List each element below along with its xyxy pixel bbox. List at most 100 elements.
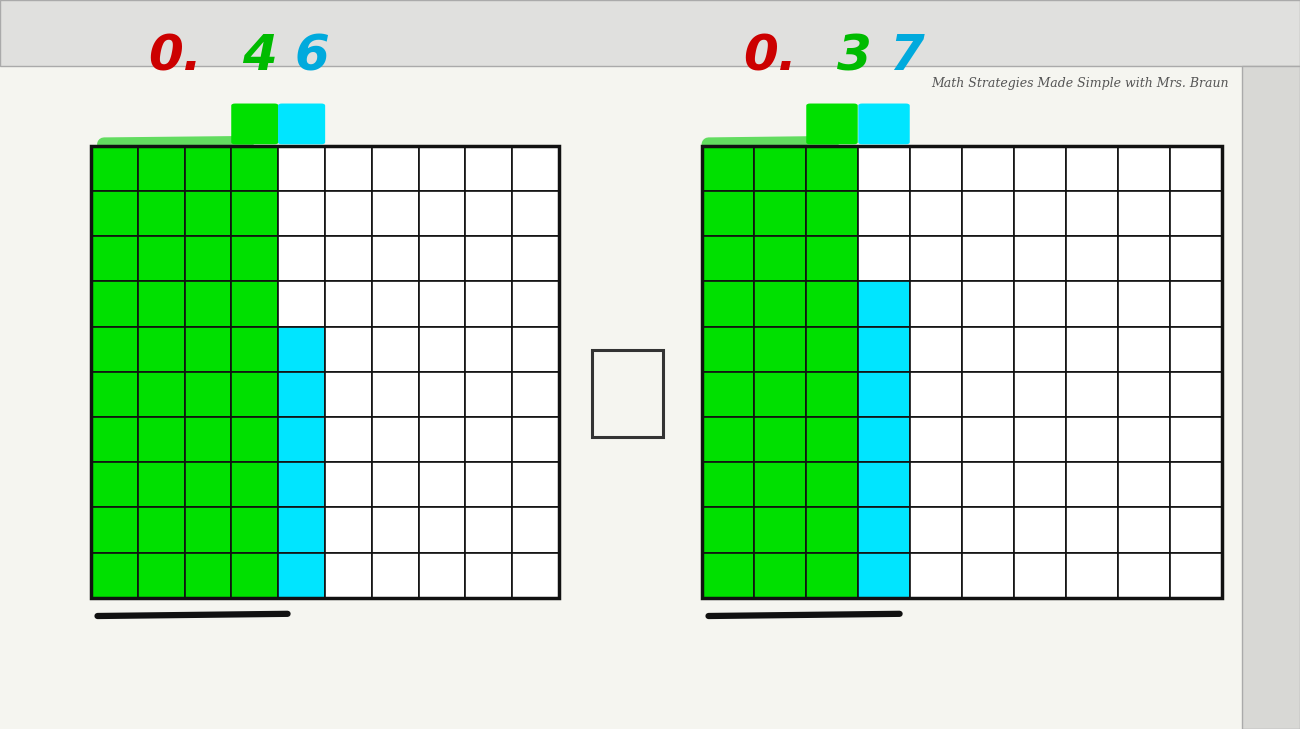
Text: 0.: 0.: [742, 32, 797, 80]
Bar: [806, 462, 858, 507]
Bar: [702, 372, 754, 417]
Bar: [231, 327, 278, 372]
Bar: [231, 553, 278, 598]
Bar: [91, 417, 138, 462]
Bar: [231, 236, 278, 281]
Bar: [1170, 191, 1222, 236]
Bar: [185, 507, 231, 553]
Bar: [325, 507, 372, 553]
Bar: [278, 372, 325, 417]
Bar: [754, 372, 806, 417]
Bar: [465, 236, 512, 281]
Bar: [1118, 281, 1170, 327]
Bar: [138, 191, 185, 236]
Bar: [1170, 507, 1222, 553]
Bar: [1066, 191, 1118, 236]
Bar: [465, 553, 512, 598]
FancyBboxPatch shape: [278, 104, 325, 144]
Bar: [278, 327, 325, 372]
Bar: [138, 462, 185, 507]
Bar: [231, 372, 278, 417]
Bar: [858, 191, 910, 236]
Bar: [1170, 462, 1222, 507]
Bar: [465, 146, 512, 191]
Bar: [138, 281, 185, 327]
Bar: [185, 372, 231, 417]
Bar: [325, 372, 372, 417]
Bar: [754, 553, 806, 598]
Bar: [962, 372, 1014, 417]
Bar: [419, 191, 465, 236]
Bar: [1066, 327, 1118, 372]
Text: 6: 6: [294, 32, 329, 80]
Bar: [325, 281, 372, 327]
Bar: [185, 236, 231, 281]
Bar: [702, 146, 1222, 598]
Bar: [419, 462, 465, 507]
Bar: [1014, 327, 1066, 372]
Bar: [91, 146, 138, 191]
Bar: [231, 417, 278, 462]
Bar: [910, 507, 962, 553]
Bar: [372, 462, 419, 507]
Bar: [806, 417, 858, 462]
Bar: [702, 553, 754, 598]
Bar: [962, 417, 1014, 462]
Bar: [910, 327, 962, 372]
Bar: [1014, 281, 1066, 327]
Bar: [1014, 553, 1066, 598]
Bar: [806, 553, 858, 598]
Bar: [910, 417, 962, 462]
Bar: [325, 236, 372, 281]
Bar: [1014, 417, 1066, 462]
Bar: [1014, 146, 1066, 191]
Bar: [185, 553, 231, 598]
Text: 0.: 0.: [148, 32, 202, 80]
Bar: [1014, 372, 1066, 417]
Bar: [754, 191, 806, 236]
Bar: [754, 281, 806, 327]
Bar: [702, 327, 754, 372]
Bar: [806, 327, 858, 372]
Bar: [278, 417, 325, 462]
Bar: [512, 553, 559, 598]
Bar: [185, 462, 231, 507]
Bar: [512, 327, 559, 372]
Bar: [91, 553, 138, 598]
Bar: [231, 146, 278, 191]
Bar: [91, 462, 138, 507]
Text: 4: 4: [242, 32, 277, 80]
Bar: [465, 462, 512, 507]
Bar: [1170, 553, 1222, 598]
Bar: [138, 417, 185, 462]
Bar: [702, 462, 754, 507]
Bar: [806, 507, 858, 553]
Bar: [702, 191, 754, 236]
Bar: [138, 553, 185, 598]
Bar: [1014, 507, 1066, 553]
Bar: [754, 327, 806, 372]
Bar: [512, 191, 559, 236]
Bar: [910, 553, 962, 598]
Bar: [858, 553, 910, 598]
Bar: [910, 236, 962, 281]
Bar: [806, 146, 858, 191]
Bar: [465, 507, 512, 553]
Bar: [138, 507, 185, 553]
Bar: [91, 372, 138, 417]
Bar: [754, 462, 806, 507]
Bar: [278, 236, 325, 281]
Bar: [372, 146, 419, 191]
Bar: [1170, 281, 1222, 327]
Bar: [325, 191, 372, 236]
Bar: [91, 146, 559, 598]
Bar: [910, 281, 962, 327]
Bar: [1066, 417, 1118, 462]
Bar: [138, 146, 185, 191]
Bar: [1118, 507, 1170, 553]
Bar: [278, 146, 325, 191]
Bar: [465, 372, 512, 417]
Bar: [962, 281, 1014, 327]
Bar: [231, 191, 278, 236]
Bar: [419, 553, 465, 598]
